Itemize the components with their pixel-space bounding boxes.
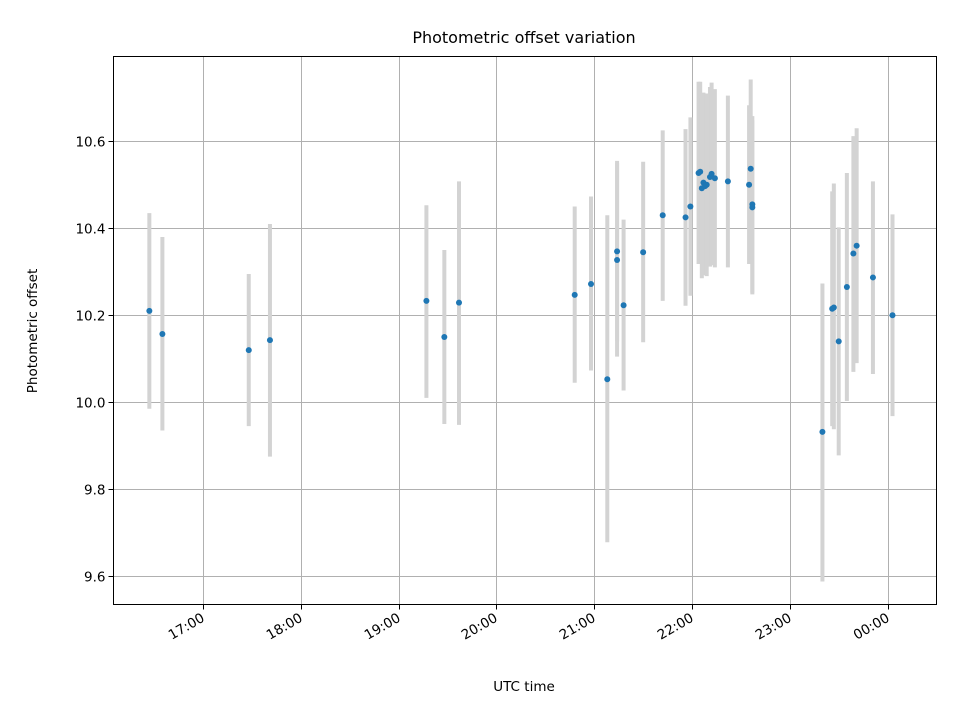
data-point (423, 297, 430, 304)
data-point (835, 338, 842, 345)
errorbar-layer (147, 79, 895, 582)
data-point (850, 250, 857, 257)
data-point (724, 178, 731, 185)
x-tick-label: 00:00 (851, 610, 893, 643)
data-point (620, 302, 627, 309)
data-point (245, 347, 252, 354)
data-point (455, 299, 462, 306)
data-point (266, 337, 273, 344)
y-tick-label: 10.4 (75, 222, 105, 238)
data-point (687, 203, 694, 210)
chart-title: Photometric offset variation (412, 28, 635, 47)
data-point (711, 175, 718, 182)
data-point (889, 312, 896, 319)
x-tick-label: 20:00 (459, 610, 501, 643)
y-tick-label: 9.6 (84, 570, 105, 586)
y-tick-label: 9.8 (84, 483, 105, 499)
data-point (843, 284, 850, 291)
data-point (659, 212, 666, 219)
x-tick-label: 21:00 (557, 610, 599, 643)
data-point (819, 428, 826, 435)
data-point (571, 291, 578, 298)
data-point (159, 330, 166, 337)
data-point (697, 168, 704, 175)
x-tick-label: 23:00 (753, 610, 795, 643)
y-tick-label: 10.0 (75, 396, 105, 412)
data-point (441, 334, 448, 341)
y-tick-label: 10.2 (75, 309, 105, 325)
y-tick-label: 10.6 (75, 135, 105, 151)
data-point (708, 170, 715, 177)
grid-layer (113, 56, 937, 605)
data-point (614, 248, 621, 255)
tick-layer: 17:00 18:00 19:00 20:00 21:00 22:00 23:00 00:00… (75, 135, 892, 644)
x-tick-label: 19:00 (362, 610, 404, 643)
data-point (830, 304, 837, 311)
data-point (640, 249, 647, 256)
data-point (614, 257, 621, 264)
y-axis-label: Photometric offset (25, 269, 41, 393)
x-tick-label: 18:00 (264, 610, 306, 643)
data-point (853, 242, 860, 249)
point-layer (146, 165, 896, 435)
data-point (869, 274, 876, 281)
plot-frame (113, 56, 937, 605)
x-tick-label: 22:00 (655, 610, 697, 643)
data-point (146, 307, 153, 314)
x-axis-label: UTC time (493, 679, 555, 695)
data-point (588, 280, 595, 287)
data-point (747, 165, 754, 172)
data-point (749, 204, 756, 211)
x-tick-label: 17:00 (166, 610, 208, 643)
data-point (682, 214, 689, 221)
data-point (746, 181, 753, 188)
data-point (703, 181, 710, 188)
data-point (604, 376, 611, 383)
